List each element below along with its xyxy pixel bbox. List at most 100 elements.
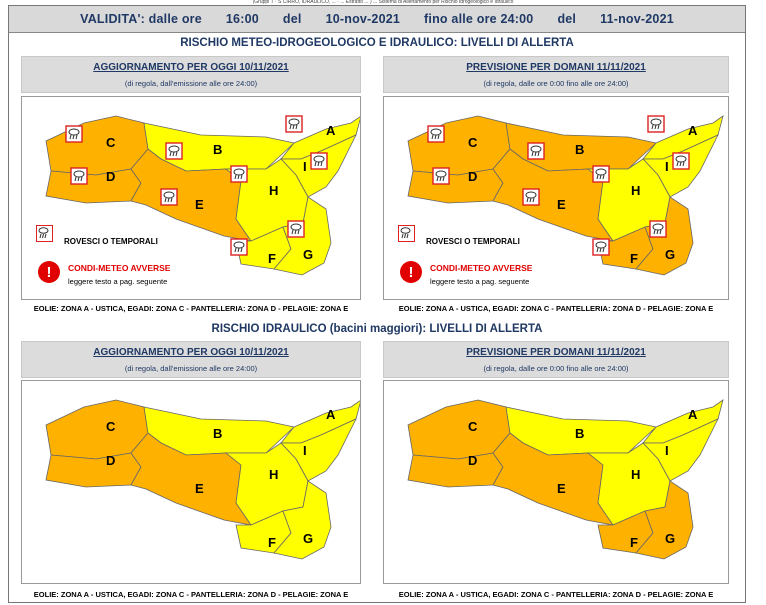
zone-label-c: C (468, 419, 478, 434)
islands-footnote: EOLIE: ZONA A - USTICA, EGADI: ZONA C - … (398, 304, 714, 313)
panel-subtitle: (di regola, dall'emissione alle ore 24:0… (124, 79, 258, 88)
zone-label-h: H (631, 183, 640, 198)
zone-label-e: E (195, 197, 204, 212)
rain-storm-icon (649, 220, 667, 238)
islands-footnote: EOLIE: ZONA A - USTICA, EGADI: ZONA C - … (398, 590, 714, 599)
legend-rain-label: ROVESCI O TEMPORALI (426, 237, 520, 246)
rain-storm-icon (165, 142, 183, 160)
zone-label-f: F (630, 251, 638, 266)
sicily-alert-map-today-idraulico: A B C D E F G H I (21, 380, 361, 584)
sicily-alert-map-today-meteo: A B C D E F G H I ROVESCI O TEMPORALI! CONDI-METEO… (21, 96, 361, 300)
zone-g (635, 480, 694, 560)
zone-label-f: F (268, 251, 276, 266)
validity-date-to: 11-nov-2021 (600, 12, 674, 26)
zone-label-e: E (557, 197, 566, 212)
zone-label-d: D (106, 453, 115, 468)
rain-storm-icon (287, 220, 305, 238)
exclamation-icon: ! (400, 261, 422, 283)
bulletin-frame (8, 5, 746, 603)
zone-label-i: I (665, 443, 669, 458)
zone-label-e: E (557, 481, 566, 496)
rain-storm-icon (65, 125, 83, 143)
rain-storm-icon (70, 167, 88, 185)
validity-label: VALIDITA': dalle ore (80, 12, 202, 26)
legend-alarm-title: CONDI-METEO AVVERSE (68, 263, 171, 273)
validity-until: fino alle ore 24:00 (424, 12, 534, 26)
zone-label-g: G (303, 247, 313, 262)
legend-rain-label: ROVESCI O TEMPORALI (64, 237, 158, 246)
zone-label-a: A (326, 123, 336, 138)
zone-label-i: I (303, 443, 307, 458)
panel-title: AGGIORNAMENTO PER OGGI 10/11/2021 (93, 347, 289, 358)
legend-alarm-text: leggere testo a pag. seguente (68, 277, 168, 286)
validity-del-1: del (282, 12, 302, 26)
zone-c (45, 115, 149, 176)
panel-title: AGGIORNAMENTO PER OGGI 10/11/2021 (93, 62, 289, 73)
rain-storm-icon (398, 225, 415, 242)
validity-date-from: 10-nov-2021 (325, 12, 401, 26)
zone-c (45, 399, 149, 460)
rain-storm-icon (522, 188, 540, 206)
section-title-idraulico: RISCHIO IDRAULICO (bacini maggiori): LIV… (211, 323, 543, 335)
panel-subtitle: (di regola, dall'emissione alle ore 24:0… (124, 364, 258, 373)
zone-label-b: B (575, 426, 584, 441)
islands-footnote: EOLIE: ZONA A - USTICA, EGADI: ZONA C - … (33, 304, 349, 313)
zone-label-g: G (303, 531, 313, 546)
sicily-map-svg: A B C D E F G H I (45, 399, 360, 560)
zone-label-c: C (106, 135, 116, 150)
rain-storm-icon (160, 188, 178, 206)
rain-storm-icon (592, 165, 610, 183)
zone-label-f: F (268, 535, 276, 550)
rain-storm-icon (230, 165, 248, 183)
zone-label-h: H (631, 467, 640, 482)
panel-title: PREVISIONE PER DOMANI 11/11/2021 (466, 62, 646, 73)
zone-label-b: B (575, 142, 584, 157)
zone-label-a: A (688, 407, 698, 422)
panel-title: PREVISIONE PER DOMANI 11/11/2021 (466, 347, 646, 358)
zone-label-d: D (468, 169, 477, 184)
validity-del-2: del (557, 12, 577, 26)
section-title-meteo: RISCHIO METEO-IDROGEOLOGICO E IDRAULICO:… (180, 37, 574, 49)
rain-storm-icon (230, 238, 248, 256)
sicily-alert-map-tomorrow-meteo: A B C D E F G H I ROVESCI O TEMPORALI! CONDI-METEO… (383, 96, 729, 300)
rain-storm-icon (527, 142, 545, 160)
zone-c (407, 115, 511, 176)
top-strip-text: (Gruppi T · S CIRRO, IDRAULICO, ... · ..… (252, 0, 514, 5)
exclamation-icon: ! (38, 261, 60, 283)
legend-alarm-text: leggere testo a pag. seguente (430, 277, 530, 286)
islands-footnote: EOLIE: ZONA A - USTICA, EGADI: ZONA C - … (33, 590, 349, 599)
panel-header-tomorrow-meteo: PREVISIONE PER DOMANI 11/11/2021 (di reg… (383, 56, 729, 93)
zone-g (273, 480, 332, 560)
rain-storm-icon (310, 152, 328, 170)
zone-label-e: E (195, 481, 204, 496)
zone-label-d: D (468, 453, 477, 468)
sicily-map-svg: A B C D E F G H I (407, 399, 724, 560)
validity-bar: VALIDITA': dalle ore 16:00 del 10-nov-20… (9, 6, 745, 33)
rain-storm-icon (285, 115, 303, 133)
sicily-map-svg: A B C D E F G H I (45, 115, 360, 276)
panel-header-tomorrow-idraulico: PREVISIONE PER DOMANI 11/11/2021 (di reg… (383, 341, 729, 378)
rain-storm-icon (647, 115, 665, 133)
zone-label-d: D (106, 169, 115, 184)
zone-label-h: H (269, 183, 278, 198)
zone-label-a: A (326, 407, 336, 422)
zone-label-g: G (665, 247, 675, 262)
zone-label-b: B (213, 426, 222, 441)
zone-label-a: A (688, 123, 698, 138)
rain-storm-icon (432, 167, 450, 185)
zone-label-i: I (665, 159, 669, 174)
zone-label-h: H (269, 467, 278, 482)
rain-storm-icon (427, 125, 445, 143)
zone-label-c: C (106, 419, 116, 434)
rain-storm-icon (672, 152, 690, 170)
panel-subtitle: (di regola, dalle ore 0:00 fino alle ore… (483, 79, 629, 88)
panel-header-today-meteo: AGGIORNAMENTO PER OGGI 10/11/2021 (di re… (21, 56, 361, 93)
sicily-map-svg: A B C D E F G H I (407, 115, 724, 276)
sicily-alert-map-tomorrow-idraulico: A B C D E F G H I (383, 380, 729, 584)
zone-label-b: B (213, 142, 222, 157)
zone-c (407, 399, 511, 460)
zone-label-i: I (303, 159, 307, 174)
legend-alarm-title: CONDI-METEO AVVERSE (430, 263, 533, 273)
zone-label-g: G (665, 531, 675, 546)
rain-storm-icon (36, 225, 53, 242)
